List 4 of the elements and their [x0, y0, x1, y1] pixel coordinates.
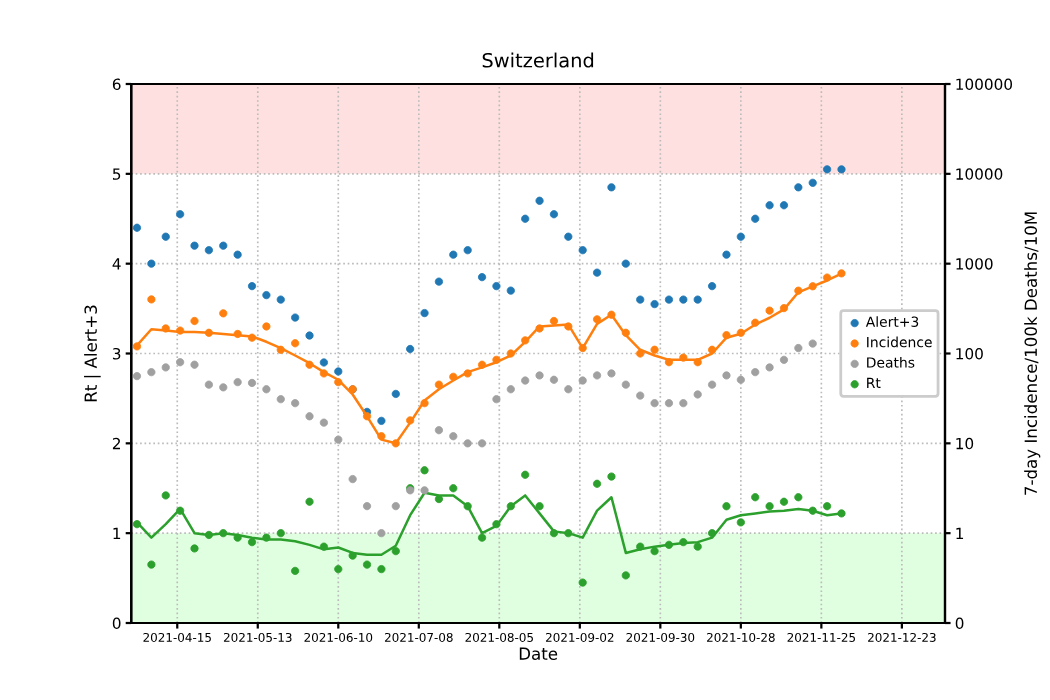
y-axis-title: Rt | Alert+3 — [84, 305, 101, 402]
y2-axis-title: 7-day Incidence/100k Deaths/10M — [1024, 212, 1041, 495]
chart-title: Switzerland — [482, 52, 594, 68]
x-axis-title: Date — [519, 647, 558, 660]
